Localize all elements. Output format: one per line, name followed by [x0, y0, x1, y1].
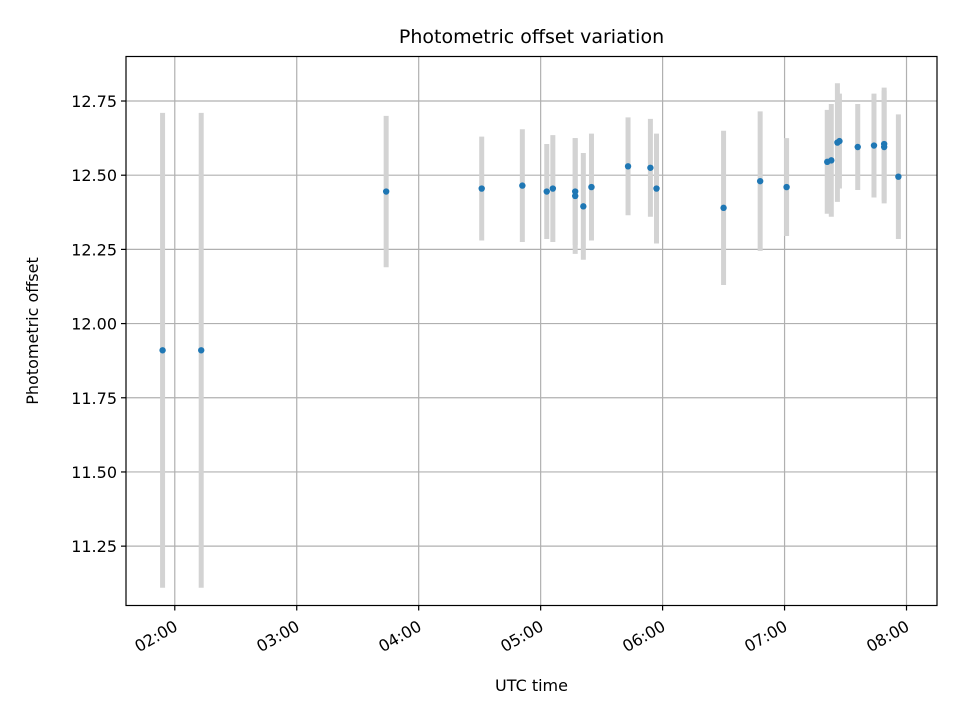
data-point	[783, 183, 790, 191]
data-point	[647, 164, 654, 171]
data-point	[572, 188, 579, 195]
data-point	[756, 177, 764, 185]
data-point	[198, 347, 205, 354]
data-point	[588, 183, 595, 191]
data-point	[720, 204, 727, 212]
data-point	[543, 188, 550, 195]
data-point	[895, 173, 902, 180]
data-point	[828, 157, 835, 164]
y-tick-label: 11.25	[71, 537, 117, 556]
y-tick-label: 11.50	[71, 463, 117, 482]
y-tick-label: 11.75	[71, 389, 117, 408]
y-tick-label: 12.50	[71, 166, 117, 185]
y-tick-label: 12.25	[71, 240, 117, 259]
data-point	[836, 137, 843, 145]
y-axis-label: Photometric offset	[23, 257, 42, 405]
plot-frame	[125, 55, 938, 607]
data-point	[572, 192, 579, 200]
y-tick-label: 12.00	[71, 315, 117, 334]
data-point	[519, 182, 526, 189]
chart-title: Photometric offset variation	[399, 26, 664, 48]
data-point	[880, 143, 888, 151]
data-point	[870, 142, 878, 149]
data-point	[653, 185, 660, 192]
data-point	[624, 163, 632, 170]
x-axis-label: UTC time	[495, 676, 568, 695]
data-point	[478, 185, 485, 192]
data-point	[549, 185, 557, 192]
data-point	[580, 203, 587, 210]
data-point	[159, 347, 166, 354]
data-point	[854, 143, 861, 151]
data-point	[382, 188, 390, 195]
data-points	[159, 137, 902, 354]
y-axis-ticks: 11.25 11.50 11.75 12.00 12.25 12.50 12.75	[71, 92, 126, 556]
y-tick-label: 12.75	[71, 92, 117, 111]
